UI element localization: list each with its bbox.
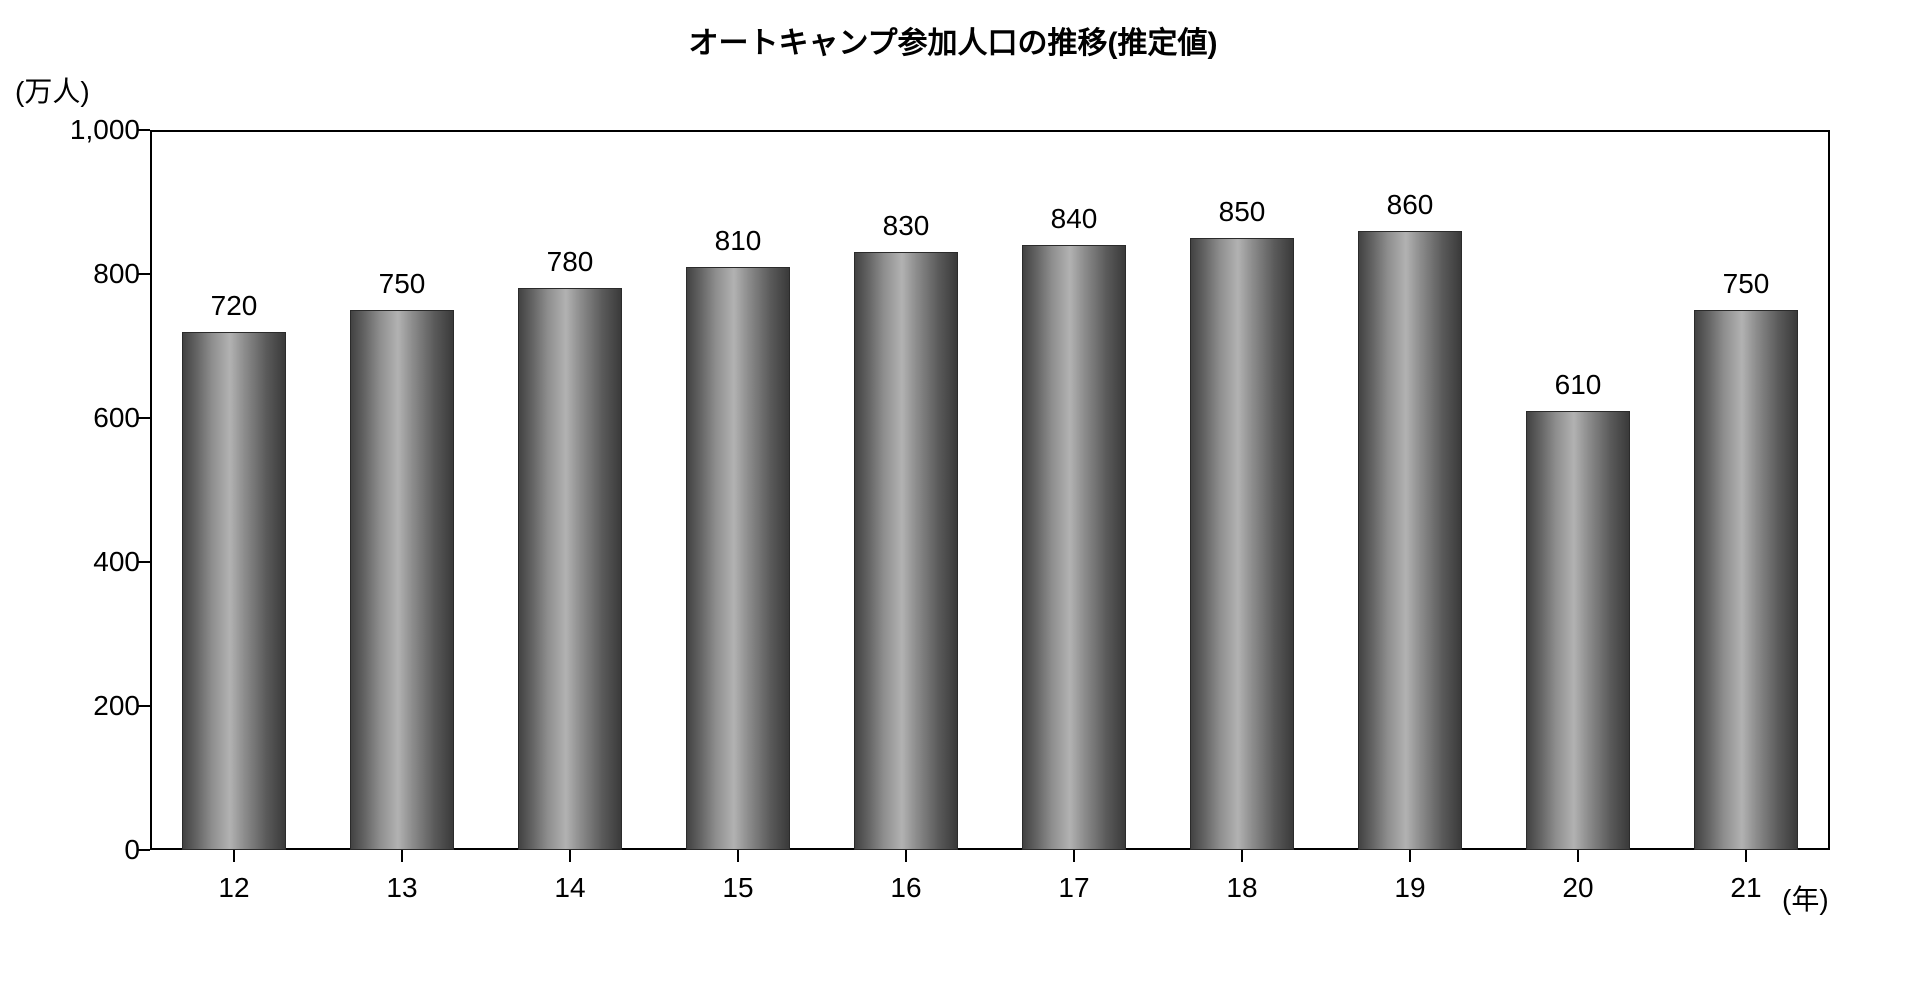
y-tick-label: 0 bbox=[40, 834, 140, 866]
bar-value-label: 850 bbox=[1219, 196, 1266, 228]
bar bbox=[686, 267, 790, 850]
x-tick-label: 21 bbox=[1730, 872, 1761, 904]
x-tick-label: 19 bbox=[1394, 872, 1425, 904]
x-tick-label: 15 bbox=[722, 872, 753, 904]
bar-value-label: 830 bbox=[883, 210, 930, 242]
bar-value-label: 780 bbox=[547, 246, 594, 278]
x-tick-mark bbox=[905, 850, 907, 862]
bar bbox=[1190, 238, 1294, 850]
x-tick-label: 17 bbox=[1058, 872, 1089, 904]
y-tick-label: 1,000 bbox=[40, 114, 140, 146]
bar-value-label: 840 bbox=[1051, 203, 1098, 235]
x-tick-mark bbox=[569, 850, 571, 862]
x-tick-mark bbox=[1073, 850, 1075, 862]
bar-value-label: 750 bbox=[379, 268, 426, 300]
y-axis-unit-label: (万人) bbox=[15, 70, 90, 110]
bar bbox=[1022, 245, 1126, 850]
x-tick-mark bbox=[737, 850, 739, 862]
bar-value-label: 750 bbox=[1723, 268, 1770, 300]
x-tick-label: 18 bbox=[1226, 872, 1257, 904]
chart-title: オートキャンプ参加人口の推移(推定値) bbox=[0, 18, 1906, 62]
x-tick-label: 20 bbox=[1562, 872, 1593, 904]
x-tick-mark bbox=[1745, 850, 1747, 862]
bar bbox=[854, 252, 958, 850]
y-tick-mark bbox=[138, 417, 150, 419]
x-tick-mark bbox=[401, 850, 403, 862]
bar bbox=[182, 332, 286, 850]
y-tick-label: 600 bbox=[40, 402, 140, 434]
x-tick-label: 14 bbox=[554, 872, 585, 904]
x-tick-mark bbox=[1577, 850, 1579, 862]
x-axis-unit-label: (年) bbox=[1782, 878, 1829, 918]
bar bbox=[518, 288, 622, 850]
chart-container: オートキャンプ参加人口の推移(推定値) (万人) (年) 0 200 400 600 8… bbox=[0, 0, 1906, 982]
y-tick-label: 800 bbox=[40, 258, 140, 290]
bar-value-label: 810 bbox=[715, 225, 762, 257]
bar bbox=[1358, 231, 1462, 850]
bar-value-label: 860 bbox=[1387, 189, 1434, 221]
y-tick-mark bbox=[138, 561, 150, 563]
x-tick-label: 16 bbox=[890, 872, 921, 904]
x-tick-mark bbox=[233, 850, 235, 862]
x-tick-mark bbox=[1241, 850, 1243, 862]
x-tick-label: 13 bbox=[386, 872, 417, 904]
bar-value-label: 610 bbox=[1555, 369, 1602, 401]
bar-value-label: 720 bbox=[211, 290, 258, 322]
y-tick-label: 200 bbox=[40, 690, 140, 722]
y-tick-mark bbox=[138, 273, 150, 275]
bar bbox=[1694, 310, 1798, 850]
bar bbox=[350, 310, 454, 850]
y-tick-mark bbox=[138, 129, 150, 131]
y-tick-mark bbox=[138, 849, 150, 851]
x-tick-label: 12 bbox=[218, 872, 249, 904]
bar bbox=[1526, 411, 1630, 850]
y-tick-mark bbox=[138, 705, 150, 707]
y-tick-label: 400 bbox=[40, 546, 140, 578]
x-tick-mark bbox=[1409, 850, 1411, 862]
